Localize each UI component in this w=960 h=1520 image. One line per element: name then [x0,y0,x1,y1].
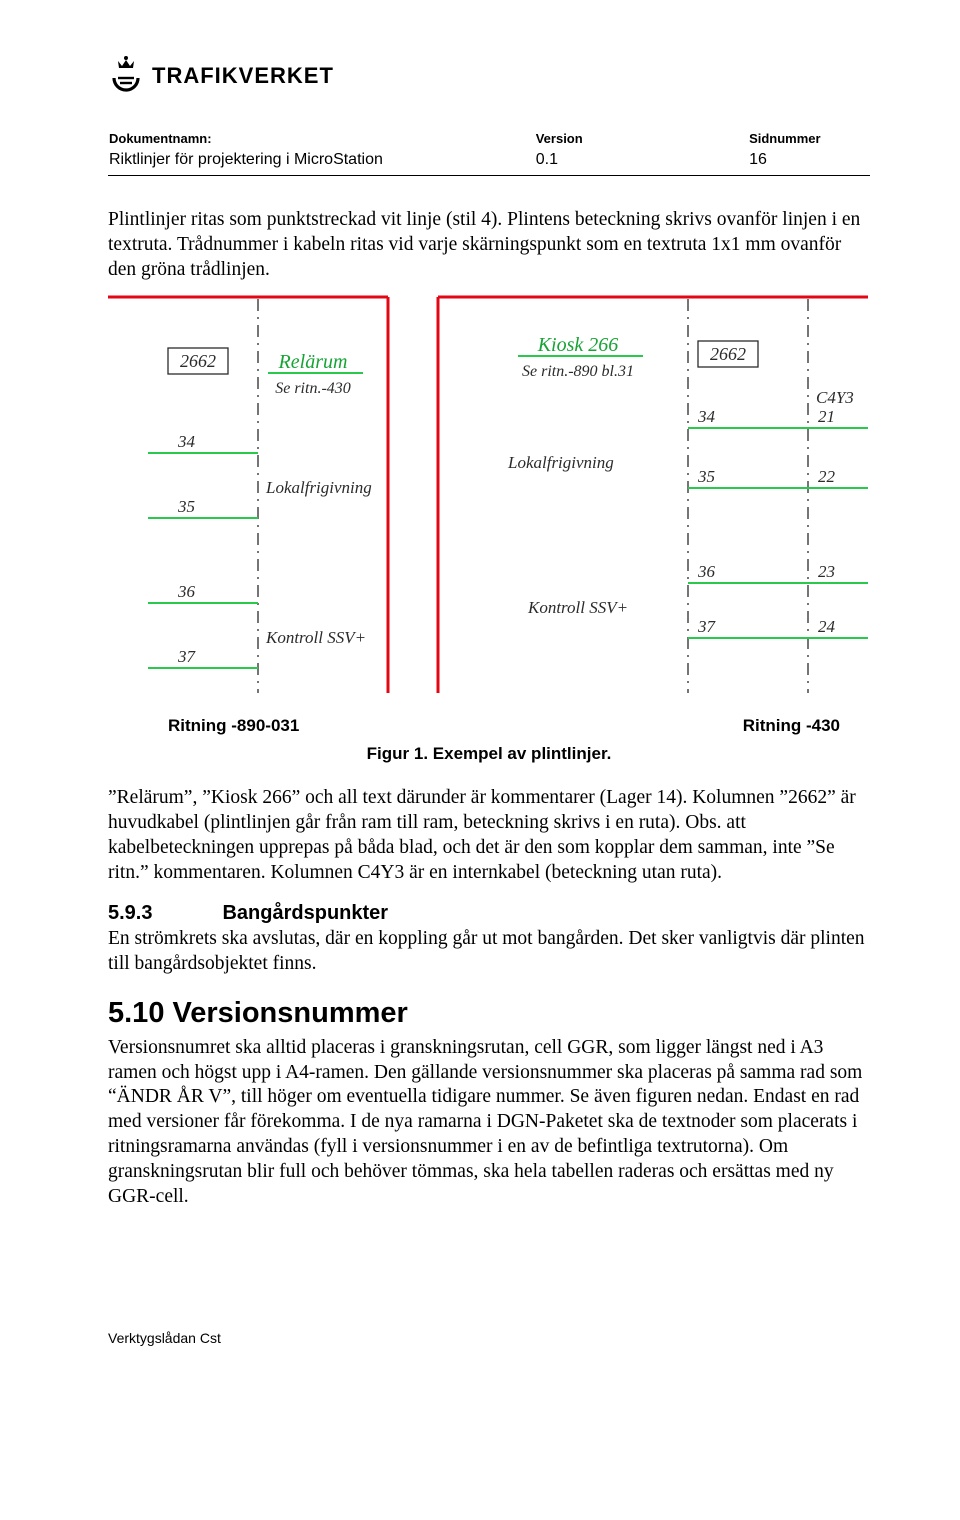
heading-5-10: 5.10 Versionsnummer [108,997,870,1030]
svg-text:Kiosk 266: Kiosk 266 [537,334,619,356]
caption-right: Ritning -430 [743,716,840,736]
plintlinjer-diagram: 2662 Relärum Se ritn.-430 34 35 36 37 Lokalfrig… [108,293,868,693]
svg-text:35: 35 [177,497,195,516]
meta-label-page: Sidnummer [748,130,870,150]
svg-text:Lokalfrigivning: Lokalfrigivning [265,478,372,497]
section-number: 5.9.3 [108,902,152,925]
svg-text:36: 36 [177,582,196,601]
svg-text:Kontroll SSV+: Kontroll SSV+ [265,628,366,647]
paragraph-4: Versionsnumret ska alltid placeras i gra… [108,1036,870,1211]
page: TRAFIKVERKET Dokumentnamn: Version Sidnu… [0,0,960,1386]
svg-text:Kontroll SSV+: Kontroll SSV+ [527,598,628,617]
svg-text:36: 36 [697,562,716,581]
svg-text:37: 37 [697,617,717,636]
meta-value-docname: Riktlinjer för projektering i MicroStati… [108,150,535,175]
brand-name: TRAFIKVERKET [152,63,334,89]
section-title: Bangårdspunkter [222,902,388,925]
meta-label-docname: Dokumentnamn: [108,130,535,150]
svg-text:Relärum: Relärum [278,351,348,373]
svg-text:24: 24 [818,617,836,636]
svg-text:22: 22 [818,467,836,486]
svg-text:21: 21 [818,407,835,426]
svg-text:Lokalfrigivning: Lokalfrigivning [507,453,614,472]
svg-text:2662: 2662 [180,351,216,371]
paragraph-1: Plintlinjer ritas som punktstreckad vit … [108,208,870,283]
footer-text: Verktygslådan Cst [108,1330,870,1346]
meta-divider [108,175,870,176]
meta-label-version: Version [535,130,748,150]
svg-text:34: 34 [697,407,716,426]
caption-center: Figur 1. Exempel av plintlinjer. [108,744,870,764]
meta-value-page: 16 [748,150,870,175]
svg-text:23: 23 [818,562,835,581]
svg-text:C4Y3: C4Y3 [816,388,854,407]
doc-meta-table: Dokumentnamn: Version Sidnummer Riktlinj… [108,130,870,175]
svg-text:2662: 2662 [710,344,746,364]
meta-value-version: 0.1 [535,150,748,175]
svg-text:Se ritn.-890 bl.31: Se ritn.-890 bl.31 [522,363,634,380]
paragraph-2: ”Relärum”, ”Kiosk 266” och all text däru… [108,786,870,886]
paragraph-3: En strömkrets ska avslutas, där en koppl… [108,927,870,977]
caption-left: Ritning -890-031 [168,716,299,736]
section-593: 5.9.3 Bangårdspunkter [108,902,870,925]
svg-text:Se ritn.-430: Se ritn.-430 [275,380,351,397]
svg-text:35: 35 [697,467,715,486]
logo-block: TRAFIKVERKET [108,56,870,96]
figure-1: 2662 Relärum Se ritn.-430 34 35 36 37 Lokalfrig… [108,293,870,764]
svg-text:37: 37 [177,647,197,666]
svg-text:34: 34 [177,432,196,451]
trafikverket-logo-icon [108,56,144,96]
